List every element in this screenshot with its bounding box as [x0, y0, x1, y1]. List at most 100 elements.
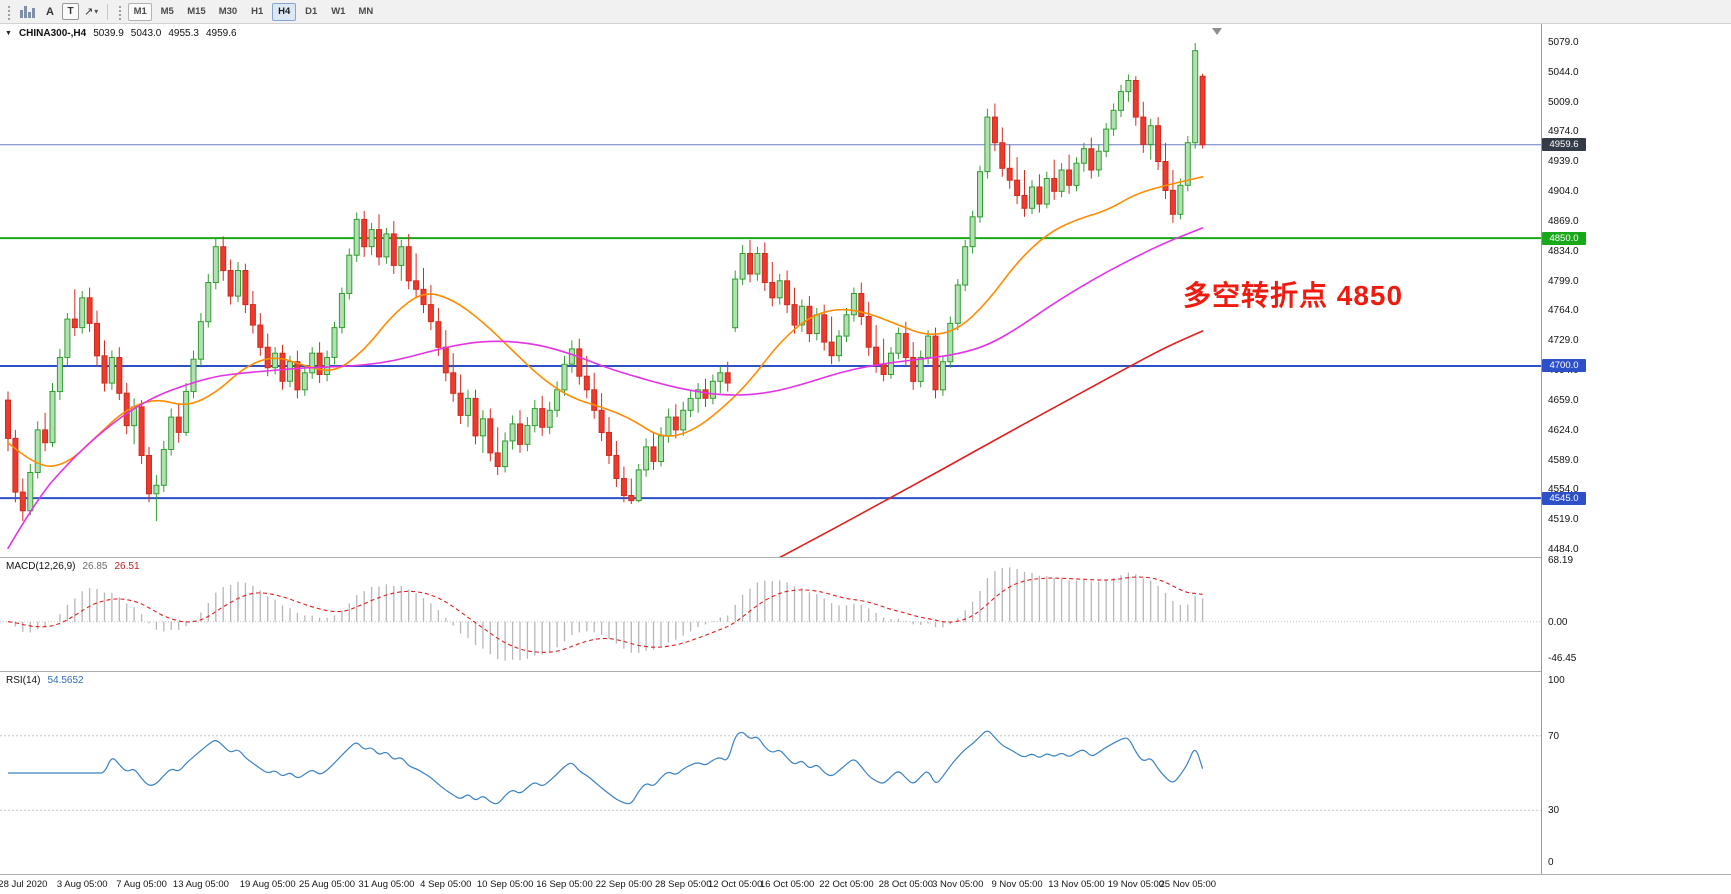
price-axis-label: 5009.0 [1548, 96, 1579, 108]
timeframe-button-h1[interactable]: H1 [251, 6, 264, 17]
rsi-value: 54.5652 [47, 675, 84, 686]
timeframe-button-d1[interactable]: D1 [305, 6, 318, 17]
price-axis-label: 4484.0 [1548, 544, 1579, 556]
time-axis-label: 3 Aug 05:00 [56, 879, 108, 890]
rsi-axis-label: 100 [1548, 675, 1565, 686]
current-price-tag: 4959.6 [1542, 138, 1586, 152]
time-axis-label: 3 Nov 05:00 [932, 879, 984, 890]
close-value: 4959.6 [205, 28, 237, 39]
time-axis-label: 16 Sep 05:00 [536, 879, 593, 890]
charts-bar-button[interactable] [17, 2, 38, 21]
price-axis-label: 4554.0 [1548, 484, 1579, 496]
rsi-canvas[interactable] [0, 672, 1541, 874]
price-axis-label: 4659.0 [1548, 394, 1579, 406]
price-axis-label: 4799.0 [1548, 275, 1579, 287]
price-axis-label: 4589.0 [1548, 454, 1579, 466]
price-axis-border [1541, 24, 1542, 874]
time-axis-label: 12 Oct 05:00 [707, 879, 763, 890]
letter-t-icon: T [67, 6, 74, 17]
price-axis-label: 4904.0 [1548, 186, 1579, 198]
timeframe-button-h4[interactable]: H4 [272, 2, 297, 21]
macd-axis[interactable]: 68.19 0.00 -46.45 [1541, 555, 1661, 670]
time-axis-label: 25 Nov 05:00 [1159, 879, 1217, 890]
time-axis-label: 19 Nov 05:00 [1107, 879, 1165, 890]
toolbar-grip-2[interactable] [117, 3, 124, 20]
timeframe-button-m15[interactable]: M15 [187, 6, 206, 17]
toolbar-grip[interactable] [6, 3, 12, 20]
macd-panel[interactable]: MACD(12,26,9) 26.85 26.51 [0, 558, 1541, 670]
timeframe-button-w1[interactable]: W1 [331, 6, 346, 17]
rsi-axis-label: 70 [1548, 730, 1560, 742]
panel-divider[interactable] [0, 557, 1541, 558]
chevron-down-icon: ▾ [94, 7, 99, 16]
time-axis-label: 25 Aug 05:00 [299, 879, 356, 890]
arrow-objects-button[interactable]: ↗ ▾ [81, 2, 101, 21]
price-axis-label: 4869.0 [1548, 215, 1579, 227]
price-line-tag: 4545.0 [1542, 491, 1586, 505]
timeframe-button-mn[interactable]: MN [358, 6, 374, 17]
text-annotation-button[interactable]: A [40, 2, 60, 21]
time-axis-label: 19 Aug 05:00 [239, 879, 296, 890]
price-axis-label: 4974.0 [1548, 126, 1579, 138]
time-axis-label: 13 Nov 05:00 [1048, 879, 1105, 890]
macd-main-value: 26.85 [82, 561, 108, 572]
high-value: 5043.0 [130, 28, 162, 39]
low-value: 4955.3 [168, 28, 199, 39]
main-chart-canvas[interactable] [0, 24, 1541, 558]
open-value: 5039.9 [93, 28, 124, 39]
rsi-axis-label: 0 [1548, 857, 1554, 868]
rsi-header: RSI(14) 54.5652 [6, 675, 84, 686]
chart-shift-marker-icon[interactable] [1212, 28, 1222, 35]
macd-axis-label: 0.00 [1548, 616, 1568, 628]
main-chart-panel[interactable]: ▼ CHINA300-,H4 5039.9 5043.0 4955.3 4959… [0, 24, 1541, 558]
price-axis-label: 4764.0 [1548, 305, 1579, 317]
rsi-axis[interactable]: 100 70 30 0 [1541, 672, 1661, 874]
rsi-panel[interactable]: RSI(14) 54.5652 [0, 672, 1541, 874]
toolbar-separator [107, 3, 109, 20]
panel-divider[interactable] [0, 671, 1541, 672]
time-axis-label: 7 Aug 05:00 [116, 879, 167, 890]
price-axis-label: 4834.0 [1548, 245, 1579, 257]
time-axis-label: 10 Sep 05:00 [476, 879, 534, 890]
symbol-period-label: CHINA300-,H4 [18, 28, 87, 39]
toolbar: A T ↗ ▾ M1 M5 M15 M30 H1 H4 D1 W1 MN [0, 0, 1731, 24]
time-axis[interactable]: 28 Jul 2020 3 Aug 05:00 7 Aug 05:00 13 Aug … [0, 874, 1731, 894]
time-axis-label: 13 Aug 05:00 [172, 879, 229, 890]
letter-a-icon: A [46, 5, 54, 18]
timeframe-group: M1 M5 M15 M30 H1 H4 D1 W1 MN [128, 2, 378, 21]
time-axis-label: 31 Aug 05:00 [358, 879, 415, 890]
time-axis-label: 16 Oct 05:00 [759, 879, 815, 890]
rsi-axis-label: 30 [1548, 805, 1560, 817]
macd-axis-label: 68.19 [1548, 555, 1574, 566]
macd-label: MACD(12,26,9) [6, 561, 76, 572]
price-line-tag: 4700.0 [1542, 359, 1586, 373]
pivot-annotation-text[interactable]: 多空转折点 4850 [1183, 280, 1404, 311]
time-axis-label: 22 Oct 05:00 [819, 879, 874, 890]
price-line-tag: 4850.0 [1542, 231, 1586, 245]
time-axis-label: 4 Sep 05:00 [420, 879, 472, 890]
price-axis-label: 4624.0 [1548, 424, 1579, 436]
rsi-label: RSI(14) [6, 675, 41, 686]
macd-canvas[interactable] [0, 558, 1541, 670]
time-axis-label: 22 Sep 05:00 [595, 879, 653, 890]
text-label-button[interactable]: T [62, 3, 79, 20]
timeframe-button-m1[interactable]: M1 [128, 2, 153, 21]
timeframe-button-m30[interactable]: M30 [218, 6, 238, 17]
time-axis-label: 28 Sep 05:00 [654, 879, 712, 890]
time-axis-label: 9 Nov 05:00 [991, 879, 1043, 890]
chart-ohlc-header: ▼ CHINA300-,H4 5039.9 5043.0 4955.3 4959… [5, 28, 237, 39]
price-axis-label: 5044.0 [1548, 66, 1579, 78]
arrow-icon: ↗ [84, 6, 94, 18]
macd-header: MACD(12,26,9) 26.85 26.51 [6, 561, 140, 572]
time-axis-label: 28 Oct 05:00 [878, 879, 934, 890]
macd-axis-label: -46.45 [1548, 653, 1577, 664]
price-axis-label: 5079.0 [1548, 37, 1579, 48]
price-axis[interactable]: 5079.0 5044.0 5009.0 4974.0 4939.0 4904.0 4869… [1541, 24, 1661, 558]
chart-bars-icon [20, 5, 35, 18]
price-axis-label: 4729.0 [1548, 335, 1579, 347]
timeframe-button-m5[interactable]: M5 [160, 6, 174, 17]
symbol-marker-icon: ▼ [5, 30, 12, 37]
price-axis-label: 4519.0 [1548, 514, 1579, 526]
macd-signal-value: 26.51 [114, 561, 140, 572]
price-axis-label: 4939.0 [1548, 156, 1579, 168]
